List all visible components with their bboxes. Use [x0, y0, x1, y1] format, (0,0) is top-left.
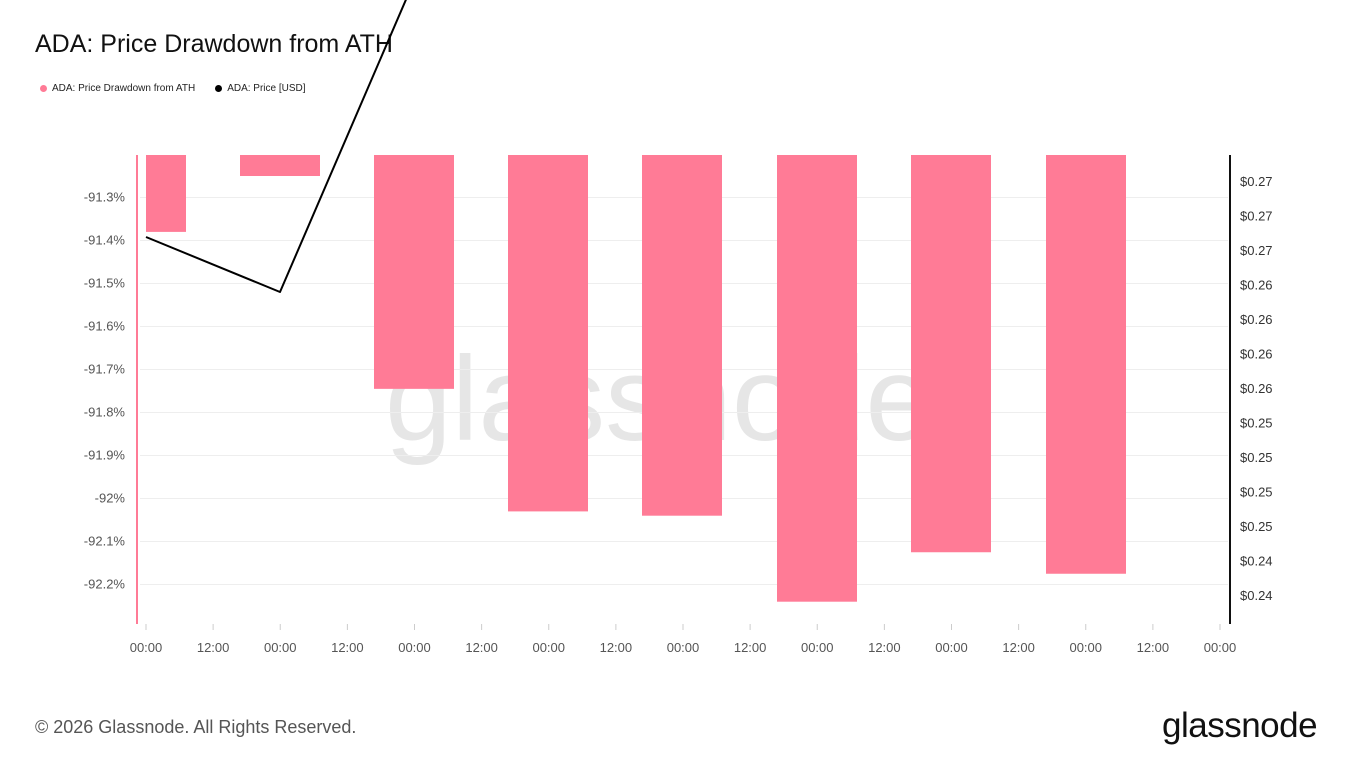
right-tick-label: $0.26	[1240, 312, 1273, 327]
right-tick-label: $0.27	[1240, 209, 1273, 224]
drawdown-bar	[777, 155, 857, 602]
drawdown-bar	[146, 155, 186, 232]
legend-label-price: ADA: Price [USD]	[227, 83, 306, 94]
chart-title: ADA: Price Drawdown from ATH	[35, 30, 393, 58]
x-tick-label: 12:00	[331, 640, 364, 655]
x-tick-label: 00:00	[130, 640, 163, 655]
right-tick-label: $0.26	[1240, 347, 1273, 362]
x-tick-label: 00:00	[801, 640, 834, 655]
left-tick-label: -92.1%	[84, 534, 126, 549]
x-tick-label: 12:00	[465, 640, 498, 655]
x-axis-ticks: 00:00 12:00 00:00 12:00 00:00 12:00 00:00 12:00…	[130, 624, 1237, 655]
legend-label-drawdown: ADA: Price Drawdown from ATH	[52, 83, 196, 94]
drawdown-bar	[642, 155, 722, 516]
right-tick-label: $0.25	[1240, 416, 1273, 431]
right-tick-label: $0.27	[1240, 174, 1273, 189]
legend-swatch-drawdown	[40, 85, 47, 92]
x-tick-label: 00:00	[532, 640, 565, 655]
x-tick-label: 12:00	[868, 640, 901, 655]
x-tick-label: 00:00	[398, 640, 431, 655]
x-tick-label: 00:00	[667, 640, 700, 655]
right-tick-label: $0.24	[1240, 588, 1273, 603]
left-tick-label: -91.9%	[84, 448, 126, 463]
left-tick-label: -92.2%	[84, 577, 126, 592]
drawdown-bars	[146, 155, 1126, 602]
price-line	[145, 0, 407, 293]
right-tick-label: $0.26	[1240, 278, 1273, 293]
x-tick-label: 12:00	[197, 640, 230, 655]
glassnode-logo: glassnode	[1162, 706, 1318, 745]
legend: ADA: Price Drawdown from ATH ADA: Price …	[40, 83, 306, 94]
left-tick-label: -91.5%	[84, 276, 126, 291]
chart-area: glassnode -91.3%-91.4%-91.5%-91.6%-91.7%…	[84, 0, 1273, 655]
left-axis-ticks: -91.3% -91.4% -91.5% -91.6% -91.7% -91.8% -91.…	[84, 190, 126, 592]
x-tick-label: 00:00	[935, 640, 968, 655]
left-tick-label: -91.8%	[84, 405, 126, 420]
x-tick-label: 00:00	[1069, 640, 1102, 655]
left-tick-label: -91.7%	[84, 362, 126, 377]
x-tick-label: 00:00	[264, 640, 297, 655]
drawdown-bar	[911, 155, 991, 553]
x-tick-label: 12:00	[1137, 640, 1170, 655]
drawdown-bar	[508, 155, 588, 512]
x-tick-label: 12:00	[1002, 640, 1035, 655]
x-tick-label: 12:00	[734, 640, 767, 655]
drawdown-bar	[1046, 155, 1126, 574]
right-axis-ticks: $0.27 $0.27 $0.27 $0.26 $0.26 $0.26 $0.26 $0.25…	[1240, 174, 1273, 603]
x-tick-label: 00:00	[1204, 640, 1237, 655]
right-tick-label: $0.24	[1240, 554, 1273, 569]
copyright-text: © 2026 Glassnode. All Rights Reserved.	[35, 717, 357, 737]
price-line-group	[145, 0, 407, 293]
left-tick-label: -91.6%	[84, 319, 126, 334]
left-tick-label: -91.3%	[84, 190, 126, 205]
legend-item-price[interactable]: ADA: Price [USD]	[215, 83, 306, 94]
right-tick-label: $0.26	[1240, 381, 1273, 396]
drawdown-bar	[374, 155, 454, 389]
left-tick-label: -91.4%	[84, 233, 126, 248]
drawdown-bar	[240, 155, 320, 176]
right-tick-label: $0.25	[1240, 450, 1273, 465]
right-tick-label: $0.25	[1240, 519, 1273, 534]
legend-item-drawdown[interactable]: ADA: Price Drawdown from ATH	[40, 83, 195, 94]
left-tick-label: -92%	[95, 491, 126, 506]
legend-swatch-price	[215, 85, 223, 92]
right-tick-label: $0.25	[1240, 485, 1273, 500]
x-tick-label: 12:00	[600, 640, 633, 655]
right-tick-label: $0.27	[1240, 243, 1273, 258]
